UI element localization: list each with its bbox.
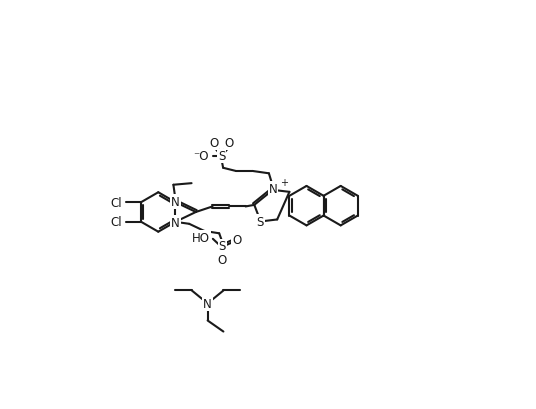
Text: S: S <box>257 216 264 228</box>
Text: Cl: Cl <box>110 196 122 209</box>
Text: S: S <box>218 150 225 163</box>
Text: ⁻O: ⁻O <box>193 150 209 163</box>
Text: N: N <box>269 182 278 196</box>
Text: O: O <box>232 233 242 246</box>
Text: Cl: Cl <box>110 216 122 229</box>
Text: N: N <box>171 196 180 208</box>
Text: +: + <box>280 178 288 187</box>
Text: N: N <box>171 217 180 229</box>
Text: O: O <box>225 137 234 150</box>
Text: O: O <box>218 254 227 267</box>
Text: O: O <box>209 137 218 150</box>
Text: HO: HO <box>192 231 210 244</box>
Text: N: N <box>203 298 212 311</box>
Text: S: S <box>219 240 226 253</box>
